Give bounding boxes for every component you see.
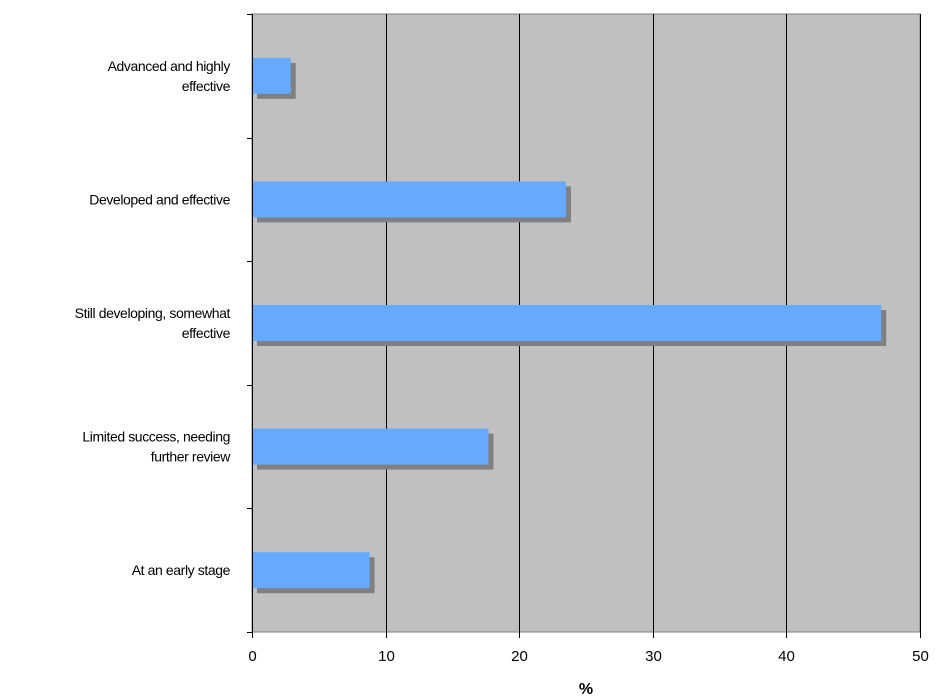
- bar-group: [252, 552, 375, 594]
- bar: [252, 57, 291, 94]
- x-tick-label: 0: [248, 648, 256, 665]
- x-tick-label: 10: [378, 648, 395, 665]
- category-label: Limited success, needing further review: [82, 429, 231, 465]
- category-label: Developed and effective: [89, 191, 230, 207]
- category-labels: Advanced and highly effective Developed an…: [75, 58, 232, 578]
- x-axis-title: %: [579, 681, 593, 698]
- category-label: Still developing, somewhat effective: [75, 305, 231, 341]
- bar: [252, 552, 370, 589]
- x-tick-labels: 0 10 20 30 40 50: [248, 648, 929, 665]
- x-tick-label: 20: [511, 648, 528, 665]
- y-axis-ticks: [247, 14, 252, 633]
- bar: [252, 181, 566, 218]
- bar-group: [252, 428, 494, 470]
- x-tick-label: 50: [912, 648, 929, 665]
- bar-group: [252, 181, 571, 223]
- bar: [252, 305, 882, 341]
- bars: [252, 57, 887, 594]
- bar-group: [252, 305, 887, 346]
- bar: [252, 428, 489, 465]
- x-tick-label: 30: [645, 648, 662, 665]
- x-tick-label: 40: [778, 648, 795, 665]
- category-label: At an early stage: [132, 562, 231, 578]
- category-label: Advanced and highly effective: [108, 58, 231, 94]
- bar-group: [252, 57, 296, 99]
- x-axis-ticks: [252, 632, 921, 638]
